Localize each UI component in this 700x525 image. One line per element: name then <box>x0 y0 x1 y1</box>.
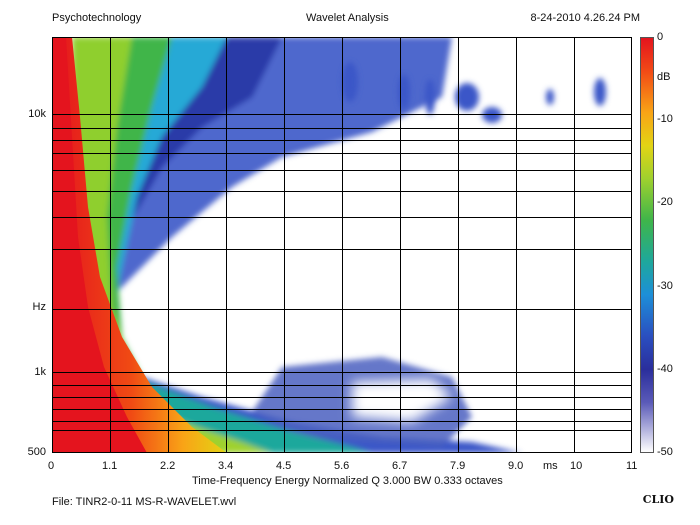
file-path: File: TINR2-0-11 MS-R-WAVELET.wvl <box>52 496 237 508</box>
timestamp: 8-24-2010 4.26.24 PM <box>530 12 640 24</box>
x-tick-1-1: 1.1 <box>102 460 118 472</box>
chart-title: Wavelet Analysis <box>306 12 389 24</box>
x-tick-10: 10 <box>570 460 583 472</box>
y-axis-unit: Hz <box>32 301 46 313</box>
x-axis-caption: Time-Frequency Energy Normalized Q 3.000… <box>192 475 503 487</box>
y-tick-10k: 10k <box>28 108 46 120</box>
colorbar-tick-30: -30 <box>657 280 673 292</box>
x-tick-3-4: 3.4 <box>218 460 234 472</box>
colorbar-tick-10: -10 <box>657 113 673 125</box>
colorbar-tick-40: -40 <box>657 363 673 375</box>
colorbar <box>640 37 654 453</box>
x-tick-6-7: 6.7 <box>392 460 408 472</box>
brand-logo: CLIO <box>642 493 674 506</box>
plot-frame <box>52 37 632 453</box>
colorbar-tick-0: 0 <box>657 31 664 43</box>
wavelet-plot <box>52 37 632 453</box>
x-tick-2-2: 2.2 <box>160 460 176 472</box>
x-tick-11: 11 <box>626 460 638 472</box>
y-tick-1k: 1k <box>34 366 46 378</box>
colorbar-unit: dB <box>657 71 671 83</box>
colorbar-tick-20: -20 <box>657 196 673 208</box>
x-tick-4-5: 4.5 <box>276 460 292 472</box>
x-tick-5-6: 5.6 <box>334 460 350 472</box>
x-axis-unit: ms <box>543 460 558 472</box>
x-tick-7-9: 7.9 <box>450 460 466 472</box>
grid <box>52 37 632 453</box>
colorbar-tick-50: -50 <box>657 446 673 458</box>
x-tick-0: 0 <box>48 460 55 472</box>
app-name: Psychotechnology <box>52 12 142 24</box>
x-tick-9-0: 9.0 <box>508 460 524 472</box>
y-tick-500: 500 <box>27 446 46 458</box>
